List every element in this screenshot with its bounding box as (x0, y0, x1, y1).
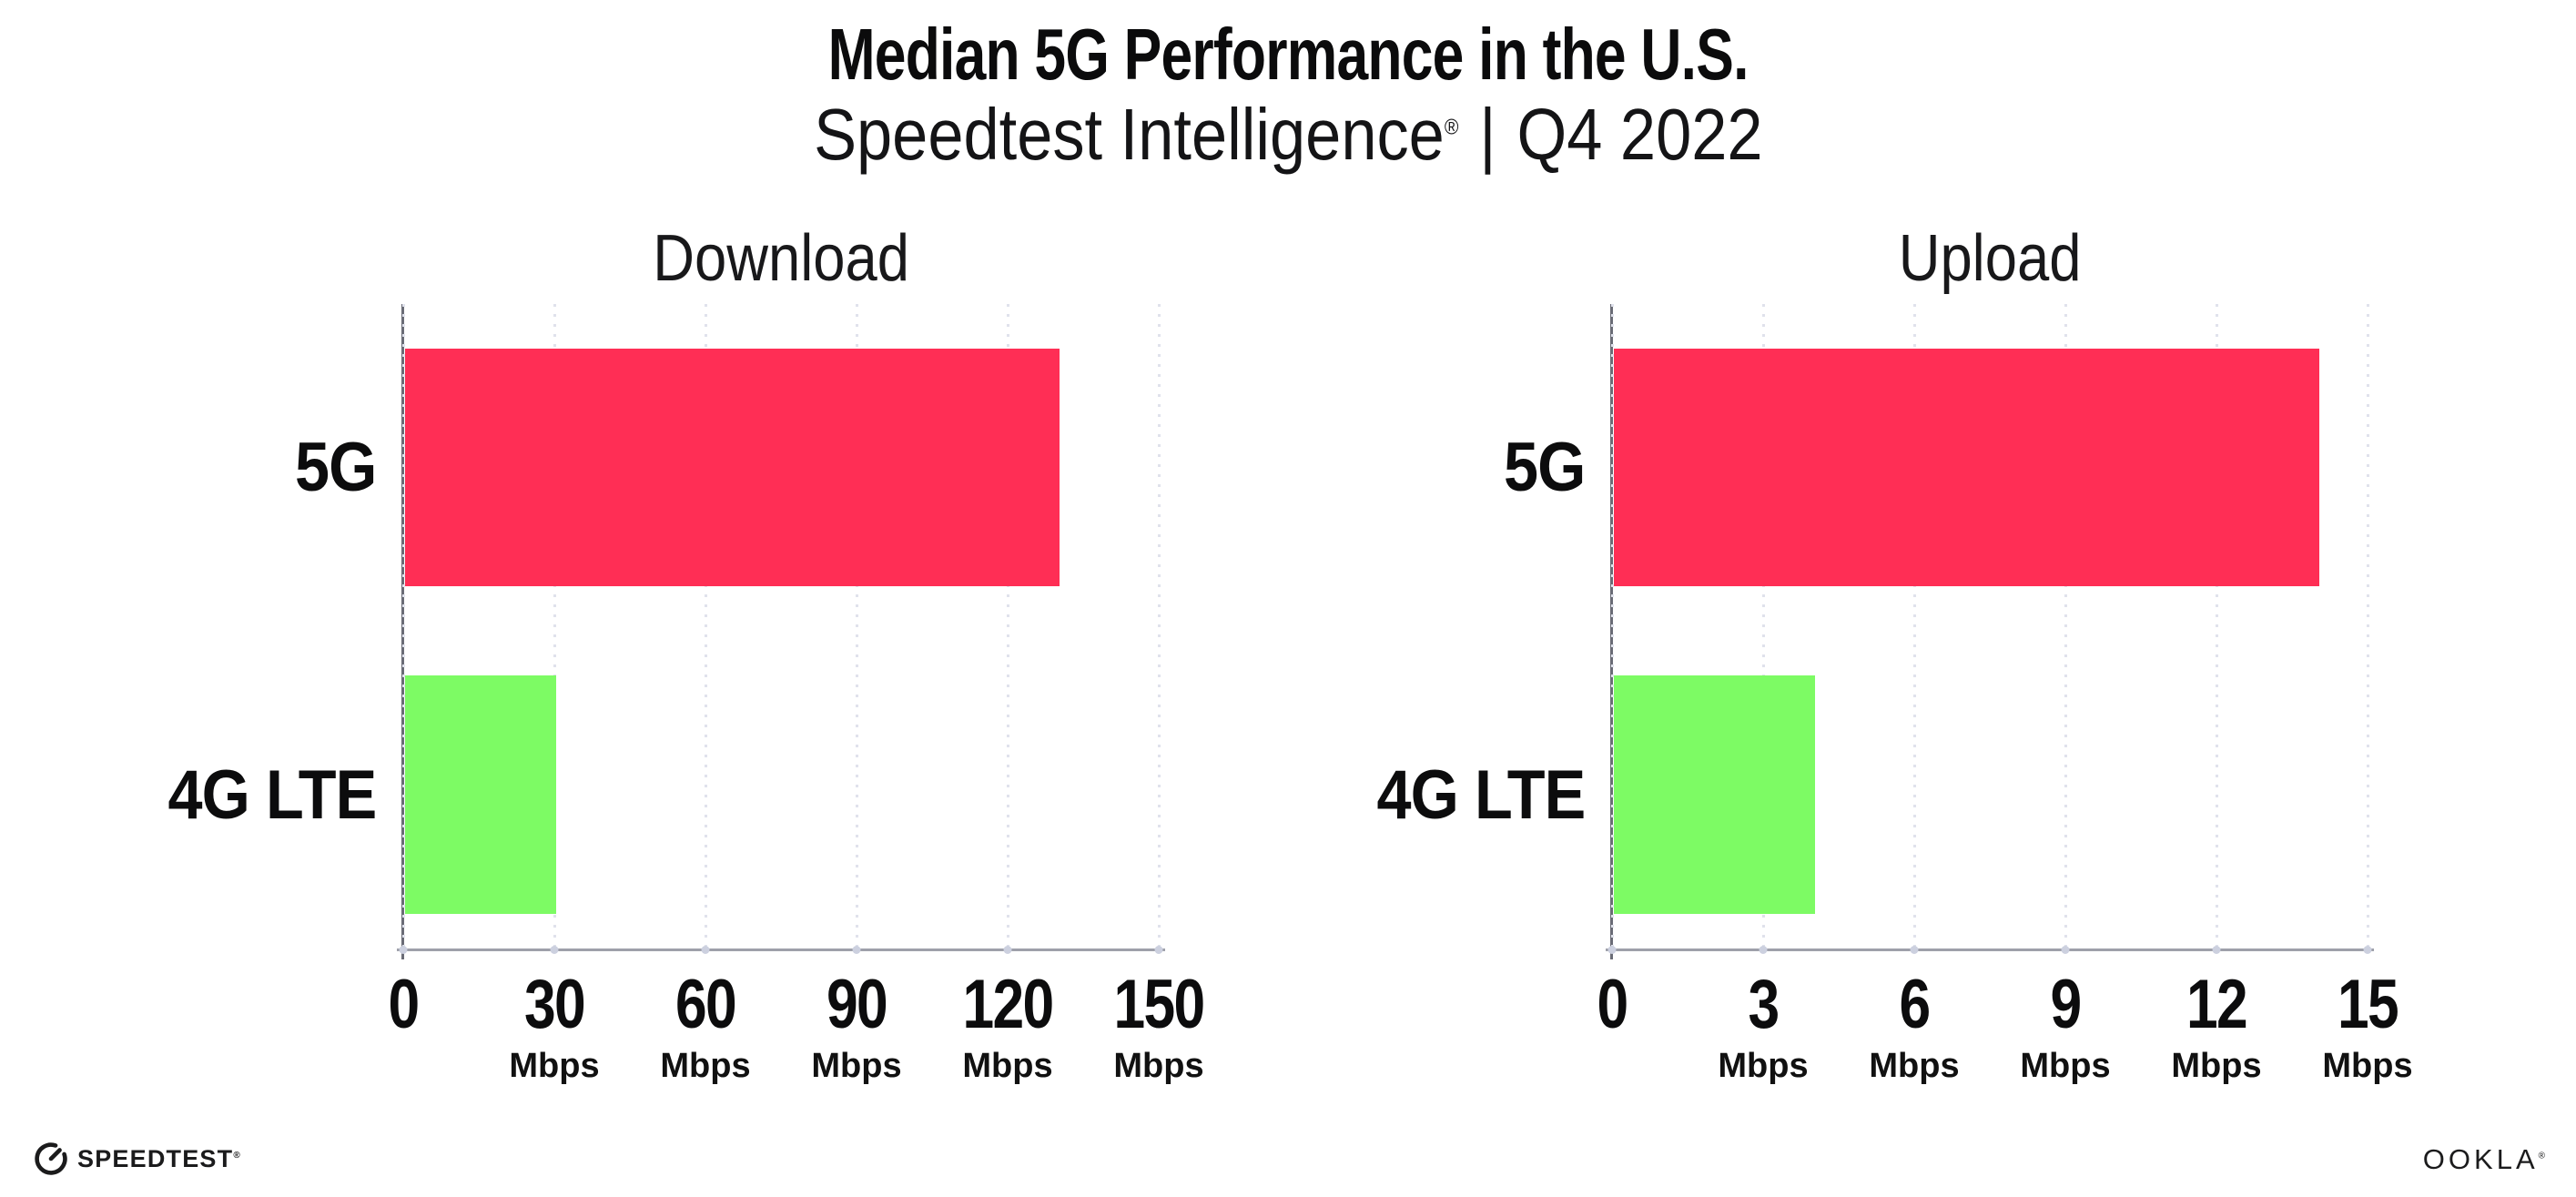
gridline (1913, 304, 1916, 948)
bar-4g-lte-download (405, 675, 556, 914)
speedtest-wordmark: SPEEDTEST® (77, 1144, 241, 1172)
gridline (2367, 304, 2369, 948)
speedtest-gauge-icon (35, 1142, 67, 1175)
page-subtitle: Speedtest Intelligence® | Q4 2022 (0, 93, 2576, 177)
x-tick-unit: Mbps (811, 1047, 902, 1085)
gridline (2216, 304, 2218, 948)
x-tick-unit: Mbps (509, 1047, 600, 1085)
category-label-4g-lte: 4G LTE (167, 756, 377, 834)
x-tick-label: 90 (826, 966, 888, 1043)
x-tick-label: 0 (1597, 966, 1628, 1043)
gridline (2064, 304, 2067, 948)
tick-dot (1759, 946, 1768, 954)
x-tick-unit: Mbps (2322, 1047, 2413, 1085)
tick-dot (701, 946, 710, 954)
registered-mark: ® (1444, 115, 1459, 140)
x-tick-label: 3 (1748, 966, 1780, 1043)
ookla-logo: OOKLA® (2423, 1143, 2545, 1176)
x-tick-label: 120 (962, 966, 1054, 1043)
page-title: Median 5G Performance in the U.S. (0, 13, 2576, 96)
x-tick-unit: Mbps (962, 1047, 1053, 1085)
registered-mark: ® (2538, 1151, 2545, 1161)
x-tick-unit: Mbps (2020, 1047, 2111, 1085)
download-chart-title: Download (653, 222, 909, 295)
tick-dot (550, 946, 559, 954)
subtitle-brand: Speedtest Intelligence (813, 94, 1445, 175)
gridline (1762, 304, 1765, 948)
x-tick-label: 60 (674, 966, 737, 1043)
x-tick-label: 6 (1899, 966, 1931, 1043)
x-tick-label: 30 (523, 966, 586, 1043)
category-label-5g: 5G (294, 429, 377, 506)
x-tick-unit: Mbps (660, 1047, 751, 1085)
tick-dot (852, 946, 861, 954)
gridline (1007, 304, 1009, 948)
tick-dot (2363, 946, 2372, 954)
bar-5g-download (405, 349, 1060, 586)
bar-5g-upload (1614, 349, 2319, 586)
upload-plot-area: 5G 4G LTE 0 3 6 9 12 15 Mbps Mbps Mbps M… (1376, 304, 2413, 1085)
x-tick-label: 15 (2337, 966, 2399, 1043)
page-title-text: Median 5G Performance in the U.S. (827, 14, 1749, 95)
gridline (1611, 304, 1614, 948)
x-tick-label: 12 (2186, 966, 2248, 1043)
download-x-axis (397, 948, 1165, 951)
upload-chart-title: Upload (1898, 222, 2082, 295)
category-label-5g: 5G (1503, 429, 1586, 506)
x-tick-unit: Mbps (1869, 1047, 1960, 1085)
tick-dot (2061, 946, 2070, 954)
x-tick-unit: Mbps (1113, 1047, 1204, 1085)
x-tick-label: 0 (388, 966, 420, 1043)
x-tick-label: 150 (1113, 966, 1205, 1043)
tick-dot (399, 946, 408, 954)
gridline (705, 304, 707, 948)
tick-dot (2212, 946, 2221, 954)
download-plot-area: 5G 4G LTE 0 30 60 90 120 150 Mbps Mbps M… (167, 304, 1205, 1085)
x-tick-unit: Mbps (2171, 1047, 2262, 1085)
upload-x-axis (1606, 948, 2374, 951)
gridline (553, 304, 556, 948)
tick-dot (1607, 946, 1617, 954)
gridline (856, 304, 858, 948)
tick-dot (1003, 946, 1012, 954)
bar-4g-lte-upload (1614, 675, 1816, 914)
x-tick-label: 9 (2050, 966, 2082, 1043)
ookla-wordmark: OOKLA (2422, 1143, 2539, 1175)
gridline (402, 304, 405, 948)
tick-dot (1154, 946, 1163, 954)
subtitle-period: Q4 2022 (1516, 94, 1763, 175)
tick-dot (1910, 946, 1919, 954)
x-tick-unit: Mbps (1718, 1047, 1809, 1085)
subtitle-separator: | (1478, 94, 1496, 175)
registered-mark: ® (233, 1150, 241, 1161)
gridline (1158, 304, 1161, 948)
speedtest-logo: SPEEDTEST® (33, 1140, 241, 1178)
category-label-4g-lte: 4G LTE (1376, 756, 1586, 834)
